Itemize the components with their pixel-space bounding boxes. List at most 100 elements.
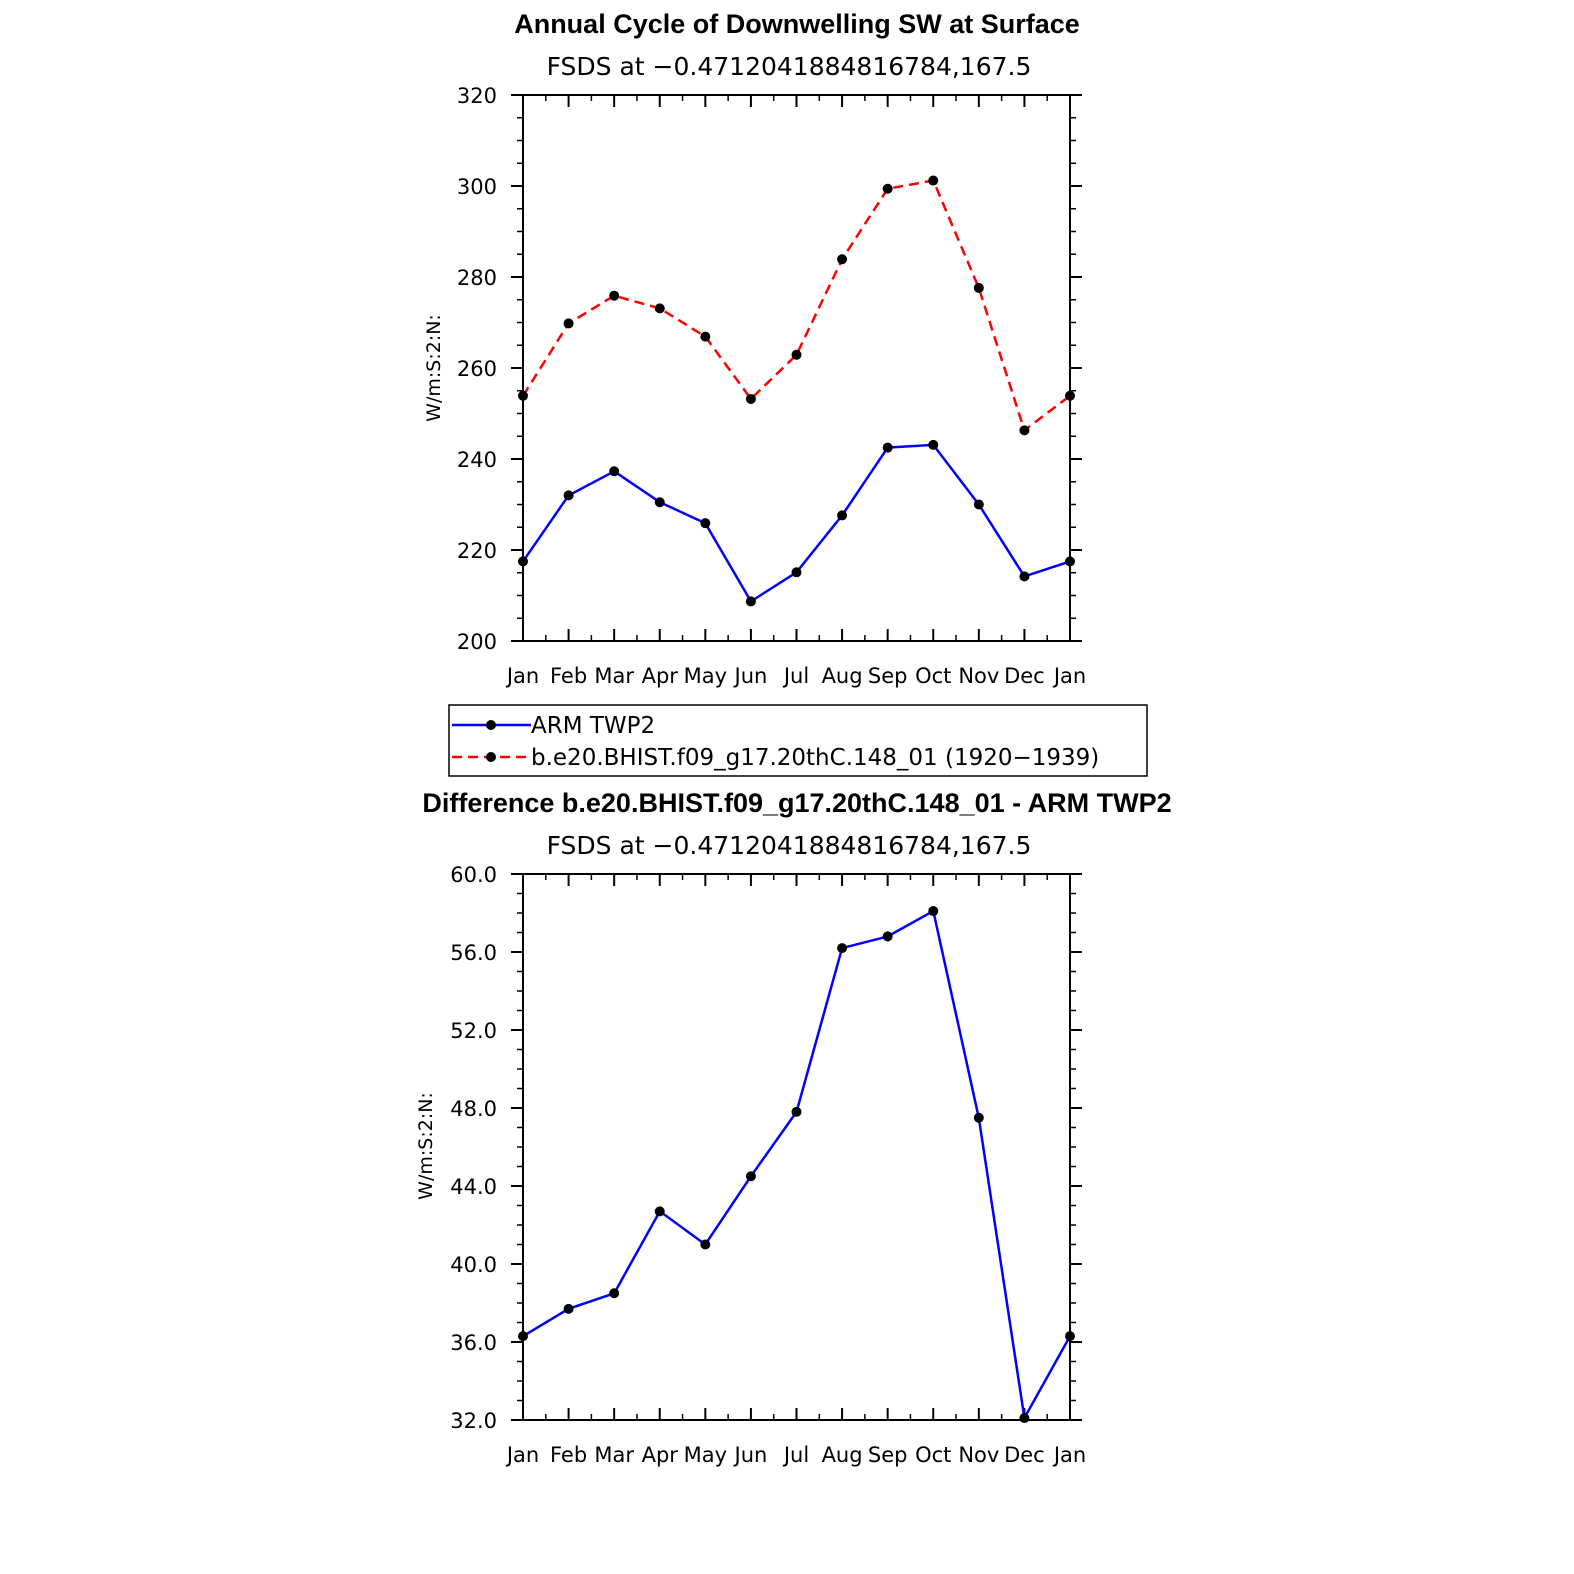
x-tick-label: Dec bbox=[1004, 1443, 1045, 1467]
series-lines bbox=[522, 909, 1072, 1422]
x-tick-label: Dec bbox=[1004, 664, 1045, 688]
y-tick-label: 48.0 bbox=[450, 1097, 497, 1121]
x-tick-label: May bbox=[684, 1443, 727, 1467]
series-line-0 bbox=[521, 443, 1071, 604]
y-tick-label: 280 bbox=[457, 266, 497, 290]
x-tick-label: Jun bbox=[733, 1443, 768, 1467]
annual-cycle-chart: Annual Cycle of Downwelling SW at Surfac… bbox=[423, 9, 1086, 688]
data-point bbox=[700, 518, 711, 529]
plot-frame bbox=[522, 94, 1071, 642]
y-tick-label: 32.0 bbox=[450, 1409, 497, 1433]
data-point bbox=[973, 499, 984, 510]
data-point bbox=[745, 393, 756, 404]
y-tick-label: 44.0 bbox=[450, 1175, 497, 1199]
data-point bbox=[700, 1239, 711, 1250]
series-markers bbox=[518, 175, 1075, 607]
legend-box bbox=[448, 704, 1148, 777]
x-tick-label: Nov bbox=[958, 1443, 999, 1467]
plot-frame bbox=[522, 873, 1071, 1421]
y-tick-label: 260 bbox=[457, 357, 497, 381]
data-point bbox=[563, 1303, 574, 1314]
data-point bbox=[928, 906, 939, 917]
x-tick-label: Aug bbox=[822, 664, 863, 688]
data-point bbox=[654, 497, 665, 508]
chart-title: Difference b.e20.BHIST.f09_g17.20thC.148… bbox=[422, 788, 1171, 818]
legend-label-arm: ARM TWP2 bbox=[531, 713, 655, 739]
y-tick-label: 320 bbox=[457, 84, 497, 108]
data-point bbox=[1065, 556, 1075, 567]
data-point bbox=[1019, 1413, 1030, 1424]
legend-entry-model: b.e20.BHIST.f09_g17.20thC.148_01 (1920−1… bbox=[452, 745, 1099, 771]
data-point bbox=[791, 349, 802, 360]
data-point bbox=[654, 1206, 665, 1217]
x-tick-label: Apr bbox=[642, 664, 679, 688]
data-point bbox=[745, 1171, 756, 1182]
y-axis-label: W/m:S:2:N: bbox=[415, 1092, 437, 1200]
tick-labels: Jan Feb Mar Apr May Jun Jul Aug Sep Oct Nov Dec Jan 2… bbox=[457, 84, 1086, 688]
data-point bbox=[1019, 571, 1030, 582]
data-point bbox=[837, 943, 848, 954]
y-tick-label: 56.0 bbox=[450, 941, 497, 965]
data-point bbox=[791, 1106, 802, 1117]
data-point bbox=[609, 466, 620, 477]
data-point bbox=[837, 510, 848, 521]
data-point bbox=[973, 1112, 984, 1123]
x-tick-label: Jan bbox=[1052, 1443, 1086, 1467]
legend-label-model: b.e20.BHIST.f09_g17.20thC.148_01 (1920−1… bbox=[531, 745, 1099, 771]
x-tick-label: Jun bbox=[733, 664, 768, 688]
data-point bbox=[518, 390, 528, 401]
x-tick-label: Feb bbox=[550, 664, 587, 688]
data-point bbox=[518, 1331, 528, 1342]
legend-marker-model bbox=[486, 752, 496, 762]
series-lines bbox=[521, 179, 1071, 604]
chart-title: Annual Cycle of Downwelling SW at Surfac… bbox=[514, 9, 1080, 39]
x-tick-label: May bbox=[684, 664, 727, 688]
data-point bbox=[882, 442, 893, 453]
x-tick-label: Sep bbox=[868, 664, 908, 688]
y-tick-label: 300 bbox=[457, 175, 497, 199]
data-point bbox=[563, 490, 574, 501]
data-point bbox=[791, 567, 802, 578]
legend-marker-arm bbox=[486, 720, 496, 730]
tick-labels: Jan Feb Mar Apr May Jun Jul Aug Sep Oct Nov Dec Jan 3… bbox=[450, 863, 1086, 1467]
series-markers bbox=[518, 906, 1075, 1424]
x-tick-label: Jul bbox=[782, 1443, 809, 1467]
data-point bbox=[1065, 390, 1075, 401]
y-tick-label: 36.0 bbox=[450, 1331, 497, 1355]
x-tick-label: Mar bbox=[594, 1443, 634, 1467]
data-point bbox=[745, 596, 756, 607]
data-point bbox=[609, 290, 620, 301]
chart-subtitle: FSDS at −0.4712041884816784,167.5 bbox=[547, 831, 1032, 860]
y-tick-label: 200 bbox=[457, 630, 497, 654]
x-tick-label: Jan bbox=[505, 664, 539, 688]
data-point bbox=[654, 303, 665, 314]
x-tick-label: Sep bbox=[868, 1443, 908, 1467]
legend-entry-arm: ARM TWP2 bbox=[452, 713, 655, 739]
data-point bbox=[1019, 425, 1030, 436]
x-tick-label: Oct bbox=[915, 664, 951, 688]
series-line-1 bbox=[521, 179, 1071, 433]
data-point bbox=[700, 331, 711, 342]
ticks bbox=[511, 873, 1082, 1421]
chart-subtitle: FSDS at −0.4712041884816784,167.5 bbox=[547, 52, 1032, 81]
data-point bbox=[928, 439, 939, 450]
data-point bbox=[882, 931, 893, 942]
x-tick-label: Oct bbox=[915, 1443, 951, 1467]
data-point bbox=[882, 183, 893, 194]
series-line-0 bbox=[522, 909, 1072, 1422]
x-tick-label: Jan bbox=[1052, 664, 1086, 688]
y-tick-label: 220 bbox=[457, 539, 497, 563]
y-tick-label: 40.0 bbox=[450, 1253, 497, 1277]
legend: ARM TWP2 b.e20.BHIST.f09_g17.20thC.148_0… bbox=[448, 704, 1148, 777]
x-tick-label: Apr bbox=[642, 1443, 679, 1467]
data-point bbox=[837, 254, 848, 265]
x-tick-label: Nov bbox=[958, 664, 999, 688]
x-tick-label: Jul bbox=[782, 664, 809, 688]
x-tick-label: Jan bbox=[505, 1443, 539, 1467]
data-point bbox=[518, 556, 528, 567]
x-tick-label: Mar bbox=[594, 664, 634, 688]
y-axis-label: W/m:S:2:N: bbox=[423, 314, 445, 422]
data-point bbox=[973, 282, 984, 293]
data-point bbox=[1065, 1331, 1075, 1342]
